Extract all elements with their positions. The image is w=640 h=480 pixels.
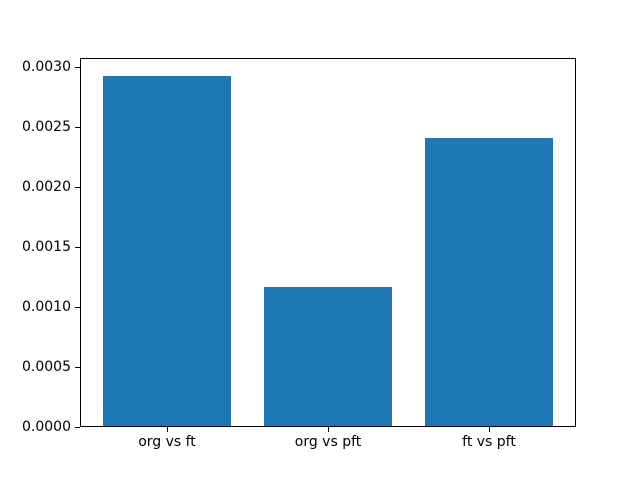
y-tick-label: 0.0010	[22, 299, 71, 316]
y-tick	[75, 187, 80, 189]
y-tick	[75, 247, 80, 249]
x-tick	[167, 427, 168, 432]
y-tick-label: 0.0015	[22, 239, 71, 256]
x-tick	[489, 427, 490, 432]
x-tick-label: org vs ft	[138, 434, 196, 450]
bar-ft-vs-pft	[424, 138, 554, 427]
y-tick-label: 0.0020	[22, 179, 71, 196]
y-tick	[75, 367, 80, 368]
y-tick	[75, 427, 80, 428]
x-tick	[328, 427, 329, 432]
y-tick	[75, 127, 80, 129]
y-tick-label: 0.0030	[22, 59, 71, 76]
y-tick	[75, 67, 80, 69]
bar-org-vs-pft	[263, 286, 393, 427]
y-tick-label: 0.0005	[22, 359, 71, 375]
x-tick-label: org vs pft	[294, 434, 362, 450]
x-tick-label: ft vs pft	[462, 434, 516, 450]
y-tick	[75, 307, 80, 309]
y-tick-label: 0.0000	[22, 419, 71, 435]
y-tick-label: 0.0025	[22, 119, 71, 136]
bar-org-vs-ft	[102, 75, 232, 427]
